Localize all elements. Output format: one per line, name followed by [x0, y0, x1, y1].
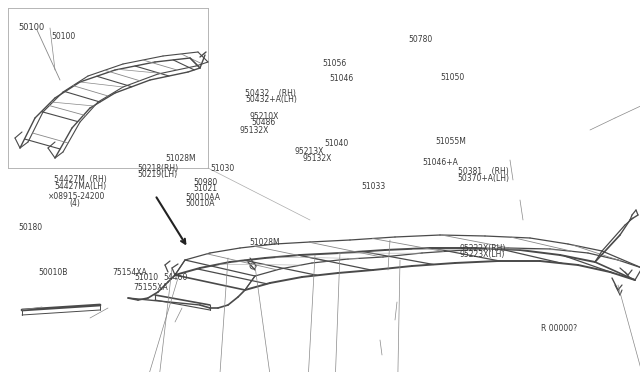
Text: 50432    (RH): 50432 (RH)	[245, 89, 296, 97]
Text: 50486: 50486	[252, 118, 276, 127]
Text: 51030: 51030	[210, 164, 234, 173]
Text: 51050: 51050	[440, 73, 465, 81]
Text: 54427MA(LH): 54427MA(LH)	[54, 182, 106, 191]
Text: 50432+A(LH): 50432+A(LH)	[245, 95, 297, 104]
Text: 50100: 50100	[18, 23, 44, 32]
Text: 50980: 50980	[193, 178, 218, 187]
Text: 95132X: 95132X	[240, 126, 269, 135]
Text: 51046+A: 51046+A	[422, 158, 458, 167]
Text: 50180: 50180	[18, 223, 42, 232]
Text: 50780: 50780	[408, 35, 433, 44]
Text: 51028M: 51028M	[165, 154, 196, 163]
Text: 50010A: 50010A	[186, 199, 215, 208]
Text: 51046: 51046	[330, 74, 354, 83]
Text: (4): (4)	[69, 199, 80, 208]
Text: 54460: 54460	[163, 273, 188, 282]
Text: 51021: 51021	[193, 184, 218, 193]
Text: 50218(RH): 50218(RH)	[138, 164, 179, 173]
Text: 95223X(LH): 95223X(LH)	[460, 250, 505, 259]
Text: 51040: 51040	[324, 140, 349, 148]
Text: 50010B: 50010B	[38, 268, 68, 277]
Text: 51033: 51033	[362, 182, 386, 191]
Text: 50010AA: 50010AA	[186, 193, 221, 202]
Text: R 00000?: R 00000?	[541, 324, 577, 333]
Text: ×08915-24200: ×08915-24200	[48, 192, 106, 201]
Text: 54427M  (RH): 54427M (RH)	[54, 175, 107, 184]
Text: 95132X: 95132X	[302, 154, 332, 163]
Text: 51056: 51056	[323, 59, 347, 68]
Text: 51010: 51010	[134, 273, 159, 282]
Text: 50370+A(LH): 50370+A(LH)	[458, 174, 509, 183]
Text: 75154XA: 75154XA	[112, 268, 147, 277]
Text: 95222X(RH): 95222X(RH)	[460, 244, 506, 253]
Text: 51028M: 51028M	[250, 238, 280, 247]
Text: 50381    (RH): 50381 (RH)	[458, 167, 508, 176]
Text: 51055M: 51055M	[435, 137, 466, 146]
Text: 50219(LH): 50219(LH)	[138, 170, 178, 179]
Text: 75155XA: 75155XA	[133, 283, 168, 292]
Text: 95210X: 95210X	[250, 112, 279, 121]
Text: 95213X: 95213X	[294, 147, 324, 156]
Text: 50100: 50100	[51, 32, 76, 41]
